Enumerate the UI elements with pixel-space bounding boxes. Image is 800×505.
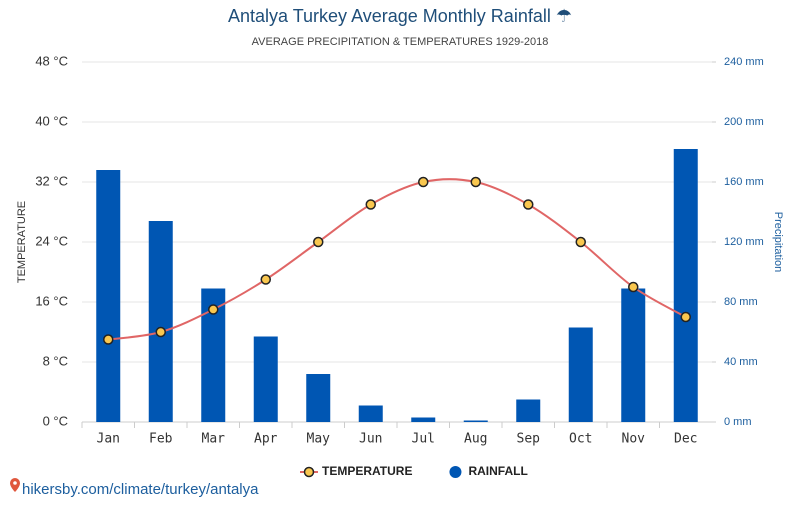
bar (621, 288, 646, 422)
x-tick-label: Feb (149, 432, 173, 447)
y2-tick-label: 40 mm (724, 356, 758, 368)
line-point (155, 326, 166, 338)
y-tick-label: 8 °C (43, 353, 68, 368)
source-link[interactable]: hikersby.com/climate/turkey/antalya (22, 481, 259, 498)
y2-tick-label: 200 mm (724, 116, 764, 128)
y2-tick-label: 240 mm (724, 56, 764, 68)
legend-marker (449, 466, 462, 478)
bar (411, 417, 436, 422)
y2-tick-label: 160 mm (724, 176, 764, 188)
y2-tick-label: 0 mm (724, 416, 752, 428)
bar (148, 221, 173, 422)
line-point (313, 236, 324, 248)
x-tick-label: Dec (674, 432, 697, 447)
y-tick-label: 16 °C (35, 293, 68, 308)
bar (96, 170, 121, 422)
chart-title: Antalya Turkey Average Monthly Rainfall … (228, 6, 572, 26)
bar (673, 149, 698, 422)
temperature-line (108, 178, 687, 341)
y2-tick-label: 80 mm (724, 296, 758, 308)
pin-icon (10, 478, 20, 492)
line-point (680, 311, 691, 323)
line-point (575, 236, 586, 248)
y-axis-title: TEMPERATURE (16, 201, 28, 283)
bar (568, 327, 593, 422)
x-tick-label: Oct (569, 432, 592, 447)
x-tick-label: May (307, 432, 331, 447)
x-tick-label: Jan (97, 432, 120, 447)
line-point (628, 281, 639, 293)
y-tick-label: 0 °C (43, 413, 68, 428)
line-point (103, 334, 114, 345)
line-point (365, 199, 376, 210)
y2-axis-title: Precipitation (772, 212, 784, 273)
line-point (470, 176, 481, 188)
chart-subtitle: AVERAGE PRECIPITATION & TEMPERATURES 192… (252, 36, 549, 48)
line-point (260, 274, 271, 285)
line-point (208, 304, 219, 315)
x-tick-label: Jun (359, 432, 382, 447)
legend-label: RAINFALL (468, 464, 527, 478)
y-tick-label: 24 °C (35, 233, 68, 248)
legend-marker (303, 466, 315, 478)
line-point (523, 199, 534, 210)
y2-tick-label: 120 mm (724, 236, 764, 248)
x-tick-label: Sep (517, 432, 541, 447)
y-tick-label: 40 °C (35, 113, 68, 128)
x-tick-label: Nov (622, 432, 646, 447)
bar (253, 336, 278, 422)
x-tick-label: Mar (202, 432, 226, 447)
pin-icon-dot (13, 481, 17, 485)
y-tick-label: 48 °C (35, 53, 68, 68)
x-tick-label: Apr (254, 432, 278, 447)
y-tick-label: 32 °C (35, 173, 68, 188)
x-tick-label: Jul (412, 432, 435, 447)
bar (358, 405, 383, 422)
bar (516, 399, 541, 422)
bar (463, 420, 488, 422)
bar (306, 374, 331, 422)
line-point (418, 176, 429, 188)
legend-label: TEMPERATURE (322, 464, 412, 478)
x-tick-label: Aug (464, 432, 487, 447)
